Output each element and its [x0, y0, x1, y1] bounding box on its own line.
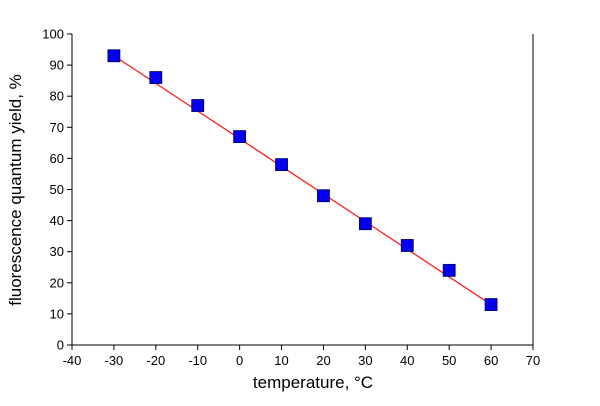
data-point — [191, 99, 205, 112]
data-point — [149, 71, 163, 84]
x-tick-label: 30 — [358, 353, 372, 368]
data-point — [484, 298, 498, 311]
x-tick-label: 0 — [236, 353, 243, 368]
axes: 0 10 20 30 40 50 60 70 80 90 100 -40 -30 -20 -10 0 10 20 3… — [42, 27, 540, 369]
x-tick-label: -20 — [146, 353, 165, 368]
y-tick-label: 80 — [50, 89, 64, 104]
data-point — [442, 263, 456, 277]
x-tick-label: -10 — [188, 353, 207, 368]
y-tick-label: 70 — [50, 120, 64, 135]
linear-fit-line — [113, 55, 492, 306]
data-point — [317, 189, 330, 203]
data-point — [275, 158, 288, 172]
data-point — [400, 239, 414, 252]
data-points — [107, 49, 498, 311]
data-point — [358, 217, 372, 231]
y-tick-label: 0 — [57, 338, 64, 353]
x-tick-label: 60 — [484, 353, 498, 368]
x-tick-label: 70 — [526, 353, 540, 368]
x-tick-label: -30 — [105, 353, 124, 368]
x-tick-label: 50 — [442, 353, 456, 368]
y-tick-label: 60 — [50, 151, 64, 166]
y-tick-label: 50 — [50, 182, 64, 197]
y-tick-label: 10 — [50, 306, 64, 321]
data-point — [233, 130, 247, 144]
y-tick-label: 40 — [50, 213, 64, 228]
x-tick-label: 20 — [316, 353, 330, 368]
y-axis-title: fluorescence quantum yield, % — [6, 74, 25, 306]
y-tick-label: 90 — [50, 58, 64, 73]
fit-line-group — [113, 55, 492, 306]
x-tick-label: 40 — [400, 353, 414, 368]
y-tick-label: 20 — [50, 275, 64, 290]
x-tick-label: -40 — [63, 353, 82, 368]
y-tick-label: 100 — [42, 27, 64, 42]
y-tick-label: 30 — [50, 244, 64, 259]
data-point — [107, 49, 121, 63]
x-axis-title: temperature, °C — [253, 373, 373, 392]
x-tick-label: 10 — [274, 353, 288, 368]
